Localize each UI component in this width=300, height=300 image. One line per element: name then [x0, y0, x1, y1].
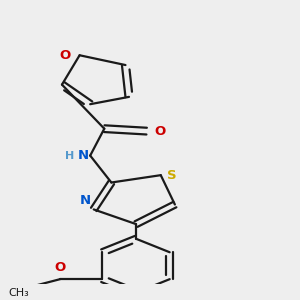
Text: H: H: [65, 151, 74, 160]
Text: S: S: [167, 169, 176, 182]
Text: O: O: [154, 124, 165, 138]
Text: N: N: [78, 149, 89, 162]
Text: O: O: [59, 49, 71, 62]
Text: N: N: [80, 194, 91, 207]
Text: CH₃: CH₃: [8, 288, 29, 298]
Text: O: O: [55, 260, 66, 274]
